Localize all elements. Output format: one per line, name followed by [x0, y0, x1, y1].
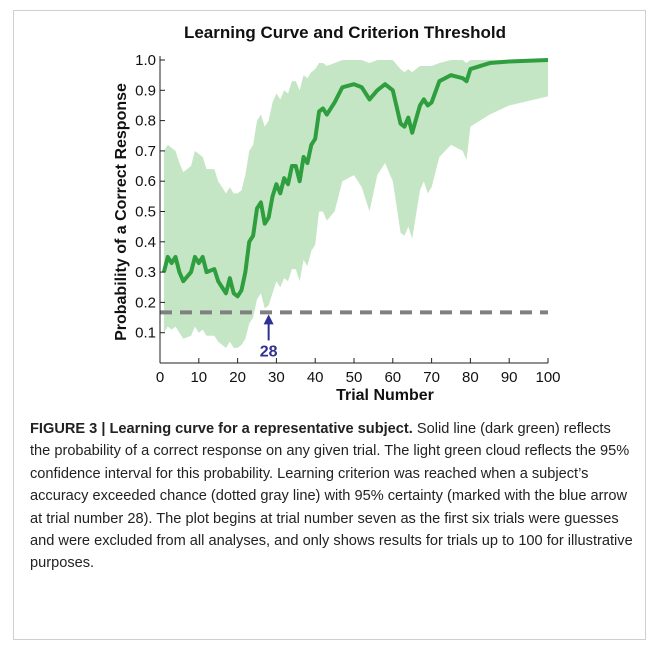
- x-tick-label: 0: [156, 369, 164, 386]
- x-tick-label: 90: [501, 369, 518, 386]
- x-tick-label: 50: [346, 369, 363, 386]
- x-tick-label: 40: [307, 369, 324, 386]
- y-tick-label: 0.9: [135, 82, 156, 99]
- x-tick-label: 10: [190, 369, 207, 386]
- x-tick-label: 80: [462, 369, 479, 386]
- y-axis-label: Probability of a Correct Response: [113, 83, 130, 341]
- y-tick-label: 0.4: [135, 234, 156, 251]
- y-tick-label: 0.5: [135, 204, 156, 221]
- marker-arrowhead: [263, 314, 274, 325]
- x-tick-label: 70: [423, 369, 440, 386]
- x-tick-label: 30: [268, 369, 285, 386]
- y-tick-label: 0.1: [135, 325, 156, 342]
- x-axis-label: Trial Number: [336, 387, 434, 404]
- chart-title: Learning Curve and Criterion Threshold: [184, 23, 506, 42]
- y-tick-label: 0.2: [135, 294, 156, 311]
- caption-text: Solid line (dark green) reflects the pro…: [30, 421, 633, 572]
- x-tick-label: 100: [535, 369, 560, 386]
- x-tick-label: 20: [229, 369, 246, 386]
- y-tick-label: 1.0: [135, 52, 156, 69]
- y-tick-label: 0.8: [135, 113, 156, 130]
- confidence-band: [163, 60, 548, 348]
- marker-label: 28: [260, 343, 278, 360]
- y-tick-label: 0.3: [135, 264, 156, 281]
- figure-border: [13, 10, 646, 640]
- y-tick-label: 0.6: [135, 173, 156, 190]
- caption-label: FIGURE 3 | Learning curve for a represen…: [30, 421, 413, 437]
- caption: FIGURE 3 | Learning curve for a represen…: [30, 418, 634, 575]
- learning-curve: [161, 58, 549, 299]
- y-tick-label: 0.7: [135, 143, 156, 160]
- x-tick-label: 60: [384, 369, 401, 386]
